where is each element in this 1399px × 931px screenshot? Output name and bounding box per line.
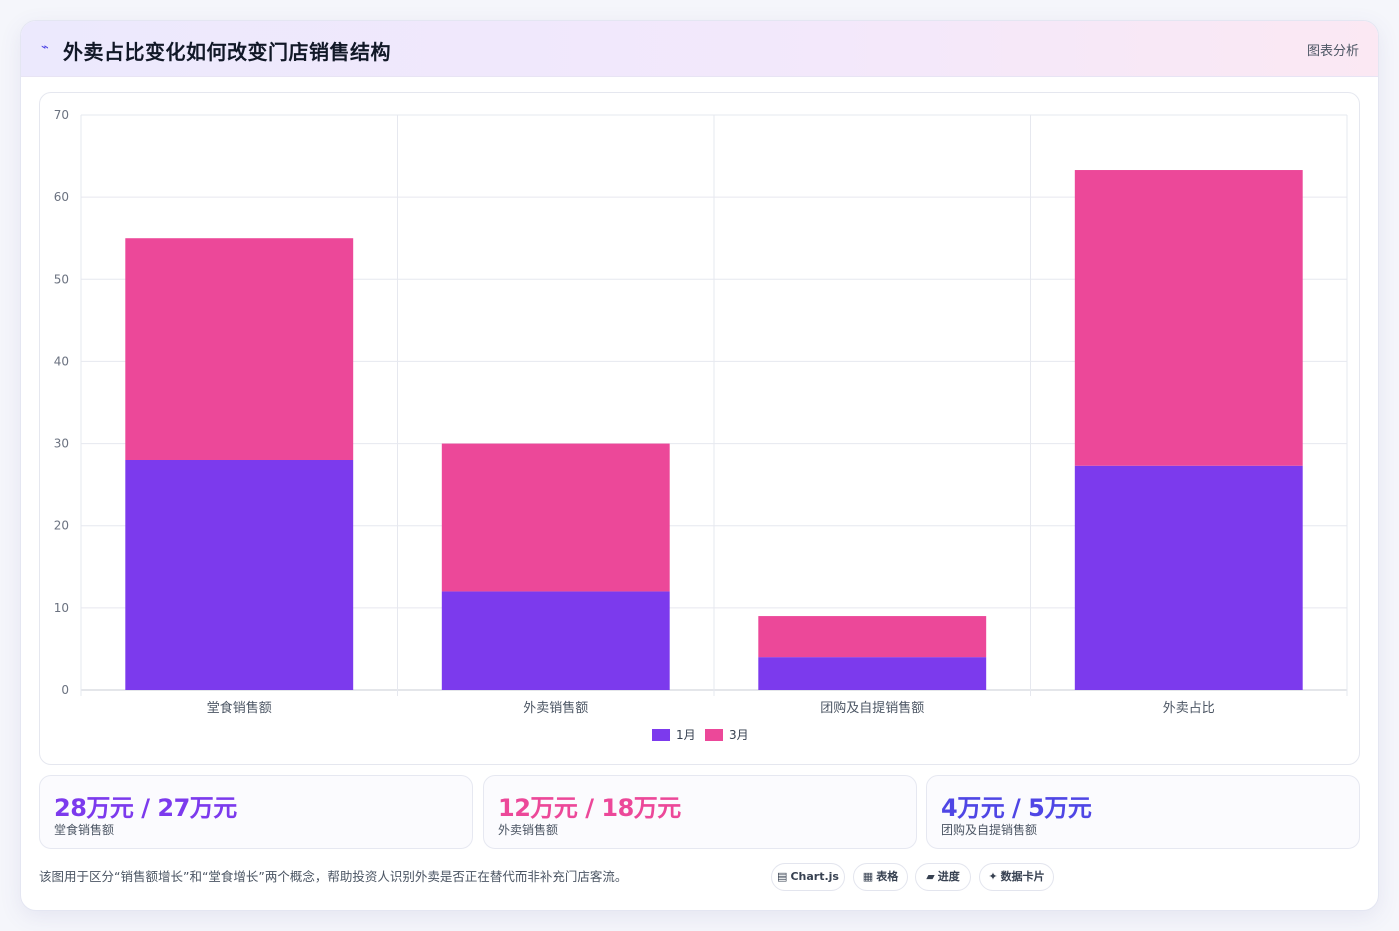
bar-mar (441, 443, 670, 592)
bar-jan (1074, 465, 1303, 690)
bar-mar (125, 238, 354, 460)
stat-value: 12万元 / 18万元 (498, 794, 681, 822)
tag-label: 表格 (876, 870, 899, 883)
y-tick-label: 60 (54, 190, 69, 204)
bar-jan (441, 591, 670, 690)
y-tick-label: 40 (54, 354, 69, 368)
stat-card-delivery: 12万元 / 18万元 外卖销售额 (483, 775, 917, 849)
tag-table[interactable]: ▦ 表格 (853, 863, 908, 891)
bar-jan (758, 657, 987, 690)
stacked-bar-chart: 0 10 20 30 40 50 60 70 堂食销售额 外卖销售额 团购及自提销售额 外卖占比 1月 3… (54, 108, 1348, 742)
bar-mar (1074, 170, 1303, 466)
y-tick-label: 10 (54, 601, 69, 615)
chart-footnote: 该图用于区分“销售额增长”和“堂食增长”两个概念，帮助投资人识别外卖是否正在替代… (39, 869, 628, 884)
y-tick-label: 0 (61, 683, 69, 697)
chart-area: 0 10 20 30 40 50 60 70 堂食销售额 外卖销售额 团购及自提销售额 外卖占比 1月 3… (39, 92, 1360, 765)
legend-swatch (705, 729, 723, 741)
tag-chartjs[interactable]: ▤ Chart.js (771, 863, 845, 891)
stat-card-group: 4万元 / 5万元 团购及自提销售额 (926, 775, 1360, 849)
legend-label: 1月 (676, 728, 696, 742)
sparkle-icon: ✦ (988, 870, 998, 883)
tag-progress[interactable]: ▰ 进度 (915, 863, 971, 891)
y-tick-label: 30 (54, 437, 69, 451)
x-tick-label: 堂食销售额 (207, 700, 272, 716)
chart-title: 外卖占比变化如何改变门店销售结构 (63, 40, 391, 64)
x-tick-label: 团购及自提销售额 (820, 700, 924, 716)
bar-mar (758, 616, 987, 658)
table-icon: ▦ (862, 870, 874, 883)
chart-card: ⌁ 外卖占比变化如何改变门店销售结构 图表分析 0 10 20 30 40 50 60 70 堂… (20, 20, 1379, 911)
chart-icon: ▤ (777, 870, 788, 883)
stat-label: 团购及自提销售额 (941, 823, 1038, 837)
stat-value: 4万元 / 5万元 (941, 794, 1092, 822)
tag-label: 数据卡片 (1000, 870, 1045, 883)
legend-swatch (652, 729, 670, 741)
y-tick-label: 50 (54, 272, 69, 286)
y-tick-label: 70 (54, 108, 69, 122)
card-header: ⌁ 外卖占比变化如何改变门店销售结构 图表分析 (21, 21, 1378, 77)
tag-label: 进度 (937, 870, 960, 883)
stat-label: 堂食销售额 (54, 823, 115, 837)
stat-cards: 28万元 / 27万元 堂食销售额 12万元 / 18万元 外卖销售额 4万元 … (39, 775, 1360, 849)
trend-icon: ⌁ (41, 40, 49, 55)
header-subtitle: 图表分析 (1306, 44, 1359, 59)
x-tick-label: 外卖占比 (1163, 701, 1215, 716)
legend-label: 3月 (729, 728, 749, 742)
bar-jan (125, 460, 354, 690)
stat-value: 28万元 / 27万元 (54, 794, 237, 822)
y-tick-label: 20 (54, 519, 69, 533)
tag-data-card[interactable]: ✦ 数据卡片 (979, 863, 1054, 891)
x-tick-label: 外卖销售额 (523, 700, 588, 716)
tag-label: Chart.js (790, 870, 839, 883)
stat-label: 外卖销售额 (498, 823, 559, 837)
progress-icon: ▰ (926, 870, 935, 883)
stat-card-dine-in: 28万元 / 27万元 堂食销售额 (39, 775, 473, 849)
